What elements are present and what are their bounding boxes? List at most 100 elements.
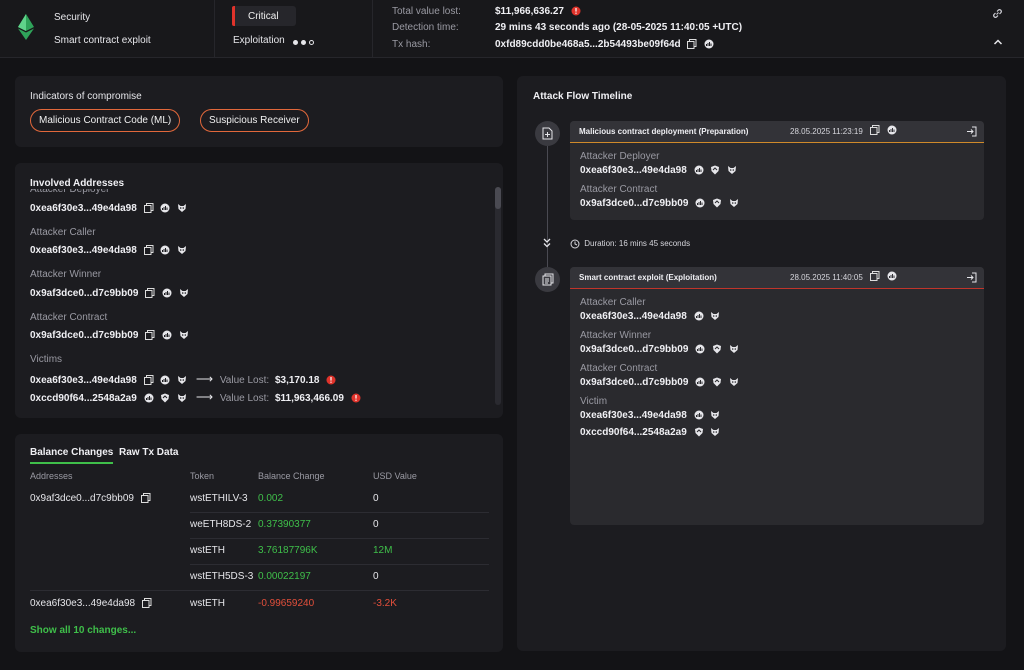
copy-icon[interactable]	[143, 375, 154, 386]
row-divider	[190, 538, 489, 539]
copy-icon[interactable]	[687, 39, 697, 50]
fox-icon[interactable]	[177, 203, 187, 213]
explorer-icon[interactable]	[694, 311, 704, 321]
explorer-icon[interactable]	[144, 393, 154, 403]
copy-icon[interactable]	[870, 125, 880, 136]
address-value[interactable]: 0xea6f30e3...49e4da98	[30, 598, 136, 609]
tab-label: Raw Tx Data	[119, 447, 179, 458]
link-icon[interactable]	[992, 8, 1003, 22]
chevron-up-icon[interactable]	[993, 38, 1003, 49]
shield-icon[interactable]	[712, 198, 722, 208]
fox-icon[interactable]	[177, 393, 187, 403]
column-header: Balance Change	[258, 471, 325, 481]
copy-icon[interactable]	[143, 245, 154, 256]
explorer-icon[interactable]	[162, 288, 172, 298]
scrollbar[interactable]	[495, 187, 501, 405]
explorer-icon[interactable]	[695, 377, 705, 387]
address-value[interactable]: 0x9af3dce0...d7c9bb09	[30, 493, 134, 504]
explorer-icon[interactable]	[160, 375, 170, 385]
column-header: Token	[190, 471, 215, 481]
shield-icon[interactable]	[160, 393, 170, 403]
fox-icon[interactable]	[710, 410, 720, 420]
fox-icon[interactable]	[727, 165, 737, 175]
involved-title-text: Involved Addresses	[30, 178, 125, 189]
step-phase: (Preparation)	[698, 127, 749, 136]
alert-icon	[326, 375, 336, 385]
explorer-icon[interactable]	[160, 203, 170, 213]
entry-label: Attacker Contract	[580, 184, 658, 195]
copy-icon[interactable]	[140, 493, 151, 504]
step-actions	[866, 271, 897, 282]
token: wstETH5DS-3	[190, 571, 254, 582]
fox-icon[interactable]	[179, 330, 189, 340]
address-value[interactable]: 0x9af3dce0...d7c9bb09	[580, 344, 689, 355]
usd-value: -3.2K	[373, 598, 397, 609]
explorer-icon[interactable]	[887, 271, 897, 281]
copy-icon[interactable]	[145, 288, 155, 299]
chevrons-down-icon	[542, 237, 552, 252]
timeline-step-card: Malicious contract deployment (Preparati…	[570, 121, 984, 220]
explorer-icon[interactable]	[695, 198, 705, 208]
tx-hash-value[interactable]: 0xfd89cdd0be468a5...2b54493be09f64d	[495, 39, 681, 50]
contract-deploy-icon	[542, 127, 553, 143]
address-value[interactable]: 0xccd90f64...2548a2a9	[580, 427, 687, 438]
fox-icon[interactable]	[177, 375, 187, 385]
open-details-icon[interactable]	[966, 126, 977, 140]
fox-icon[interactable]	[729, 344, 739, 354]
open-details-icon[interactable]	[966, 272, 977, 286]
fox-icon[interactable]	[179, 288, 189, 298]
address-value[interactable]: 0xea6f30e3...49e4da98	[580, 311, 687, 322]
ioc-pill[interactable]: Malicious Contract Code (ML)	[30, 109, 181, 132]
show-all-changes-link[interactable]: Show all 10 changes...	[30, 625, 137, 636]
explorer-icon[interactable]	[695, 344, 705, 354]
address-value[interactable]: 0xea6f30e3...49e4da98	[30, 245, 137, 256]
victim-row: 0xccd90f64...2548a2a9 ⟶ Value Lost: $11,…	[30, 390, 361, 404]
shield-icon[interactable]	[710, 165, 720, 175]
explorer-icon[interactable]	[694, 165, 704, 175]
copy-icon[interactable]	[145, 330, 155, 341]
duration-text: Duration: 16 mins 45 seconds	[584, 239, 691, 249]
explorer-icon[interactable]	[694, 410, 704, 420]
address-value[interactable]: 0x9af3dce0...d7c9bb09	[30, 288, 139, 299]
address-value[interactable]: 0x9af3dce0...d7c9bb09	[580, 198, 689, 209]
value-lost-amount: $11,963,466.09	[274, 393, 344, 404]
detection-time-value: 29 mins 43 seconds ago (28-05-2025 11:40…	[495, 22, 743, 33]
address-value[interactable]: 0x9af3dce0...d7c9bb09	[580, 377, 689, 388]
explorer-icon[interactable]	[887, 125, 897, 135]
explorer-icon[interactable]	[162, 330, 172, 340]
shield-icon[interactable]	[712, 377, 722, 387]
address-value[interactable]: 0xea6f30e3...49e4da98	[30, 203, 137, 214]
shield-icon[interactable]	[694, 427, 704, 437]
explorer-icon[interactable]	[160, 245, 170, 255]
shield-icon[interactable]	[712, 344, 722, 354]
tab-raw-tx-data[interactable]: Raw Tx Data	[119, 447, 178, 458]
address-value[interactable]: 0xea6f30e3...49e4da98	[30, 375, 137, 386]
address-row: 0xea6f30e3...49e4da98	[30, 245, 187, 256]
timeline-step-header: Malicious contract deployment (Preparati…	[570, 121, 984, 143]
timeline-step-header: Smart contract exploit (Exploitation) 28…	[570, 267, 984, 289]
tab-label: Balance Changes	[30, 447, 114, 458]
address-value[interactable]: 0xccd90f64...2548a2a9	[30, 393, 137, 404]
tab-balance-changes[interactable]: Balance Changes	[30, 447, 114, 464]
token: wstETHILV-3	[190, 493, 248, 504]
fox-icon[interactable]	[729, 198, 739, 208]
fox-icon[interactable]	[177, 245, 187, 255]
address-value[interactable]: 0x9af3dce0...d7c9bb09	[30, 330, 139, 341]
tx-hash: 0xfd89cdd0be468a5...2b54493be09f64d	[495, 39, 714, 50]
fox-icon[interactable]	[729, 377, 739, 387]
ioc-pill[interactable]: Suspicious Receiver	[200, 109, 309, 132]
address-value[interactable]: 0xea6f30e3...49e4da98	[580, 165, 687, 176]
address-row: 0x9af3dce0...d7c9bb09	[30, 288, 189, 299]
balance-change: 0.002	[258, 493, 284, 504]
address-value[interactable]: 0xea6f30e3...49e4da98	[580, 410, 687, 421]
copy-icon[interactable]	[870, 271, 880, 282]
copy-icon[interactable]	[141, 598, 152, 609]
entry-label: Attacker Contract	[580, 363, 658, 374]
step-phase: (Exploitation)	[665, 273, 717, 282]
fox-icon[interactable]	[710, 311, 720, 321]
fox-icon[interactable]	[710, 427, 720, 437]
group-label: Attacker Caller	[30, 227, 96, 238]
copy-icon[interactable]	[143, 203, 154, 214]
scrollbar-thumb[interactable]	[495, 187, 501, 209]
explorer-icon[interactable]	[704, 39, 714, 49]
